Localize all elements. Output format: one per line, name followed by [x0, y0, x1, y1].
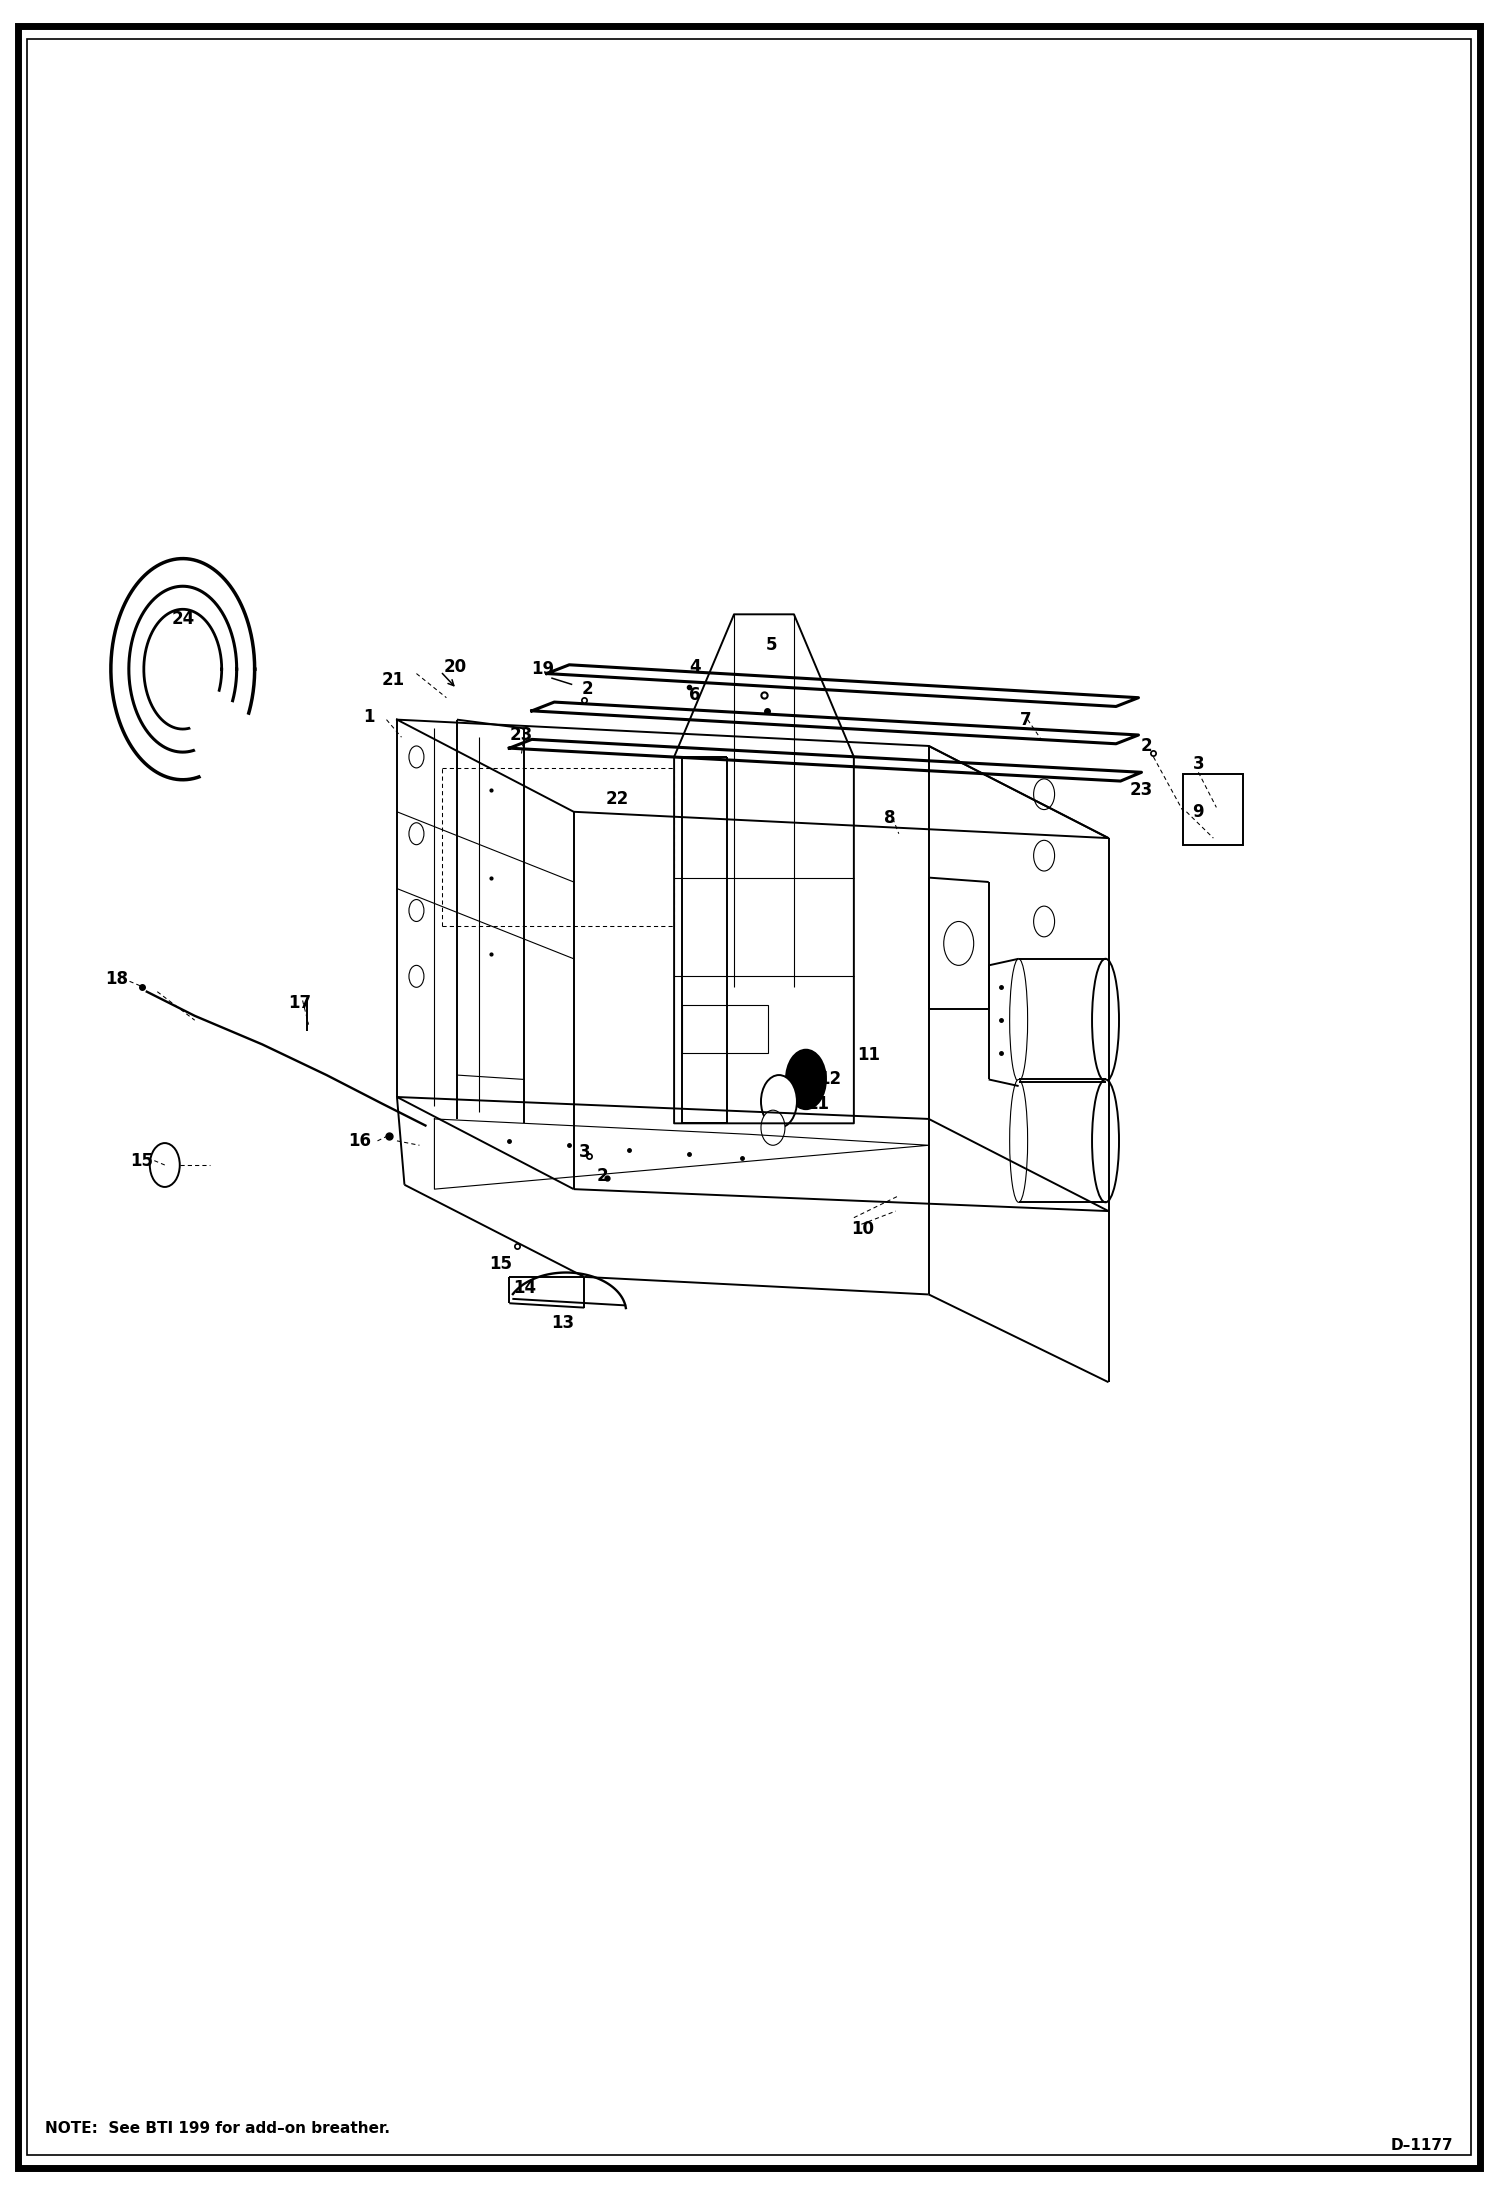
Text: 6: 6 [689, 687, 701, 704]
Text: 10: 10 [851, 1220, 875, 1237]
Text: 16: 16 [349, 1132, 372, 1150]
Text: NOTE:  See BTI 199 for add–on breather.: NOTE: See BTI 199 for add–on breather. [45, 2122, 389, 2135]
Text: 14: 14 [512, 1279, 536, 1297]
Text: 8: 8 [884, 810, 896, 827]
Circle shape [1034, 779, 1055, 810]
Text: 15: 15 [488, 1255, 512, 1273]
Text: 18: 18 [105, 970, 129, 987]
Circle shape [1034, 840, 1055, 871]
Text: 23: 23 [509, 726, 533, 744]
Text: 24: 24 [171, 610, 195, 627]
Text: 22: 22 [605, 790, 629, 807]
Text: 9: 9 [1192, 803, 1204, 821]
Text: 21: 21 [382, 671, 404, 689]
Text: 1: 1 [363, 709, 374, 726]
Circle shape [944, 921, 974, 965]
Text: 15: 15 [130, 1152, 153, 1169]
Ellipse shape [1010, 1079, 1028, 1202]
Text: 2: 2 [596, 1167, 608, 1185]
Text: D–1177: D–1177 [1390, 2139, 1453, 2152]
Text: 3: 3 [1192, 755, 1204, 772]
Circle shape [785, 1049, 827, 1110]
Ellipse shape [1092, 1079, 1119, 1202]
Circle shape [409, 823, 424, 845]
Ellipse shape [1010, 959, 1028, 1082]
Circle shape [409, 900, 424, 921]
Bar [1183, 774, 1243, 845]
Text: 12: 12 [818, 1071, 842, 1088]
Text: 19: 19 [530, 660, 554, 678]
Text: 2: 2 [581, 680, 593, 698]
Text: 11: 11 [857, 1047, 881, 1064]
Text: 13: 13 [551, 1314, 575, 1332]
Text: 5: 5 [765, 636, 777, 654]
Circle shape [409, 746, 424, 768]
Text: 7: 7 [1020, 711, 1032, 728]
Text: 3: 3 [578, 1143, 590, 1161]
Text: 23: 23 [1129, 781, 1153, 799]
Text: 2: 2 [1140, 737, 1152, 755]
Circle shape [1034, 906, 1055, 937]
Circle shape [150, 1143, 180, 1187]
Circle shape [761, 1110, 785, 1145]
Text: 4: 4 [689, 658, 701, 676]
Ellipse shape [1092, 959, 1119, 1082]
Circle shape [761, 1075, 797, 1128]
Text: 20: 20 [443, 658, 467, 676]
Text: 11: 11 [806, 1095, 830, 1112]
Bar [682, 1005, 768, 1053]
Text: 17: 17 [288, 994, 312, 1011]
Circle shape [409, 965, 424, 987]
